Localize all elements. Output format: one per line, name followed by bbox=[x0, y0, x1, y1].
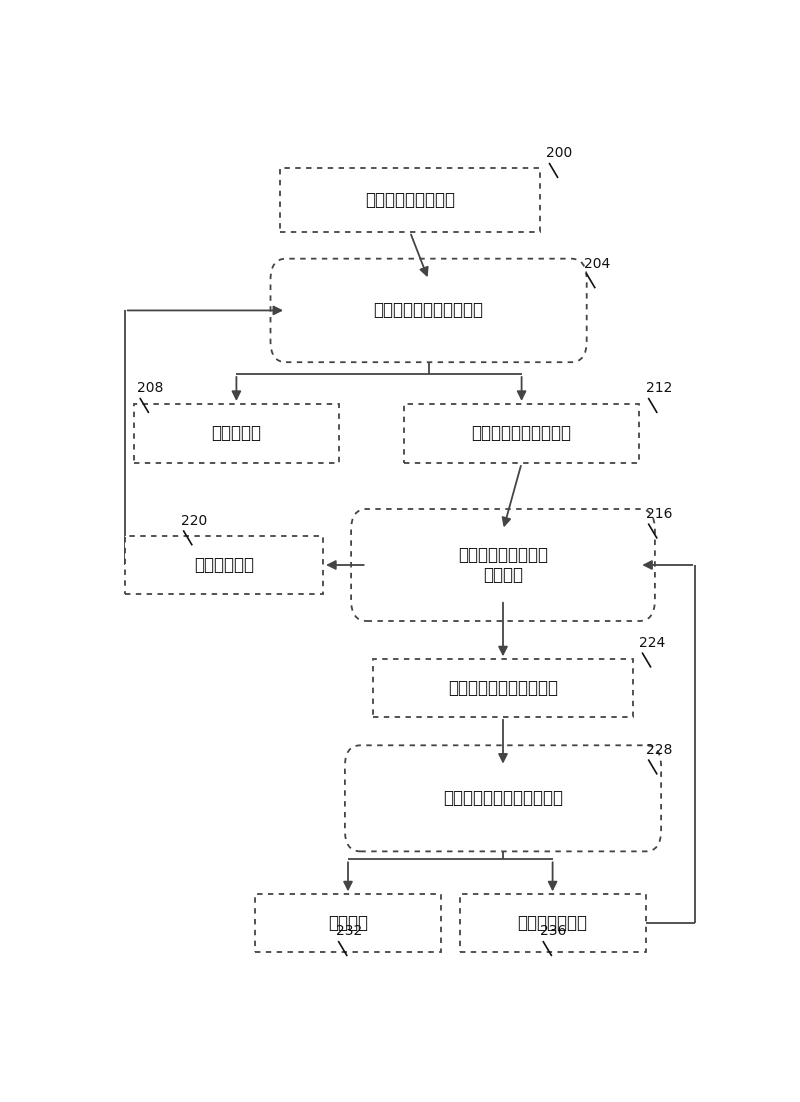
Text: 216: 216 bbox=[646, 507, 672, 521]
Text: 224: 224 bbox=[639, 636, 666, 650]
Text: 负载目标材料的固定剂: 负载目标材料的固定剂 bbox=[472, 424, 571, 443]
Text: 从洗提溶液中除去目标材料: 从洗提溶液中除去目标材料 bbox=[443, 789, 563, 808]
FancyBboxPatch shape bbox=[345, 745, 661, 852]
Text: 220: 220 bbox=[181, 514, 207, 528]
Text: 232: 232 bbox=[336, 925, 362, 939]
FancyBboxPatch shape bbox=[125, 537, 323, 594]
Text: 236: 236 bbox=[540, 925, 566, 939]
Text: 富含目标材料的洗提溶液: 富含目标材料的洗提溶液 bbox=[448, 679, 558, 698]
Text: 物流与不溶的固定剂接触: 物流与不溶的固定剂接触 bbox=[374, 302, 483, 320]
Text: 处理的物流: 处理的物流 bbox=[211, 424, 262, 443]
Text: 目标材料: 目标材料 bbox=[328, 914, 368, 932]
Text: 200: 200 bbox=[546, 147, 573, 160]
FancyBboxPatch shape bbox=[134, 403, 338, 463]
FancyBboxPatch shape bbox=[404, 403, 639, 463]
FancyBboxPatch shape bbox=[255, 894, 441, 952]
Text: 负载的固定剂与洗提
溶液接触: 负载的固定剂与洗提 溶液接触 bbox=[458, 545, 548, 584]
FancyBboxPatch shape bbox=[280, 169, 540, 231]
FancyBboxPatch shape bbox=[351, 509, 655, 622]
Text: 空白的固定剂: 空白的固定剂 bbox=[194, 557, 254, 574]
Text: 208: 208 bbox=[138, 381, 163, 396]
FancyBboxPatch shape bbox=[459, 894, 646, 952]
Text: 204: 204 bbox=[584, 257, 610, 271]
FancyBboxPatch shape bbox=[373, 659, 634, 717]
Text: 228: 228 bbox=[646, 743, 672, 757]
Text: 包含目标材料的物流: 包含目标材料的物流 bbox=[365, 191, 455, 209]
FancyBboxPatch shape bbox=[270, 259, 586, 363]
Text: 空白的洗提溶液: 空白的洗提溶液 bbox=[518, 914, 587, 932]
Text: 212: 212 bbox=[646, 381, 672, 396]
